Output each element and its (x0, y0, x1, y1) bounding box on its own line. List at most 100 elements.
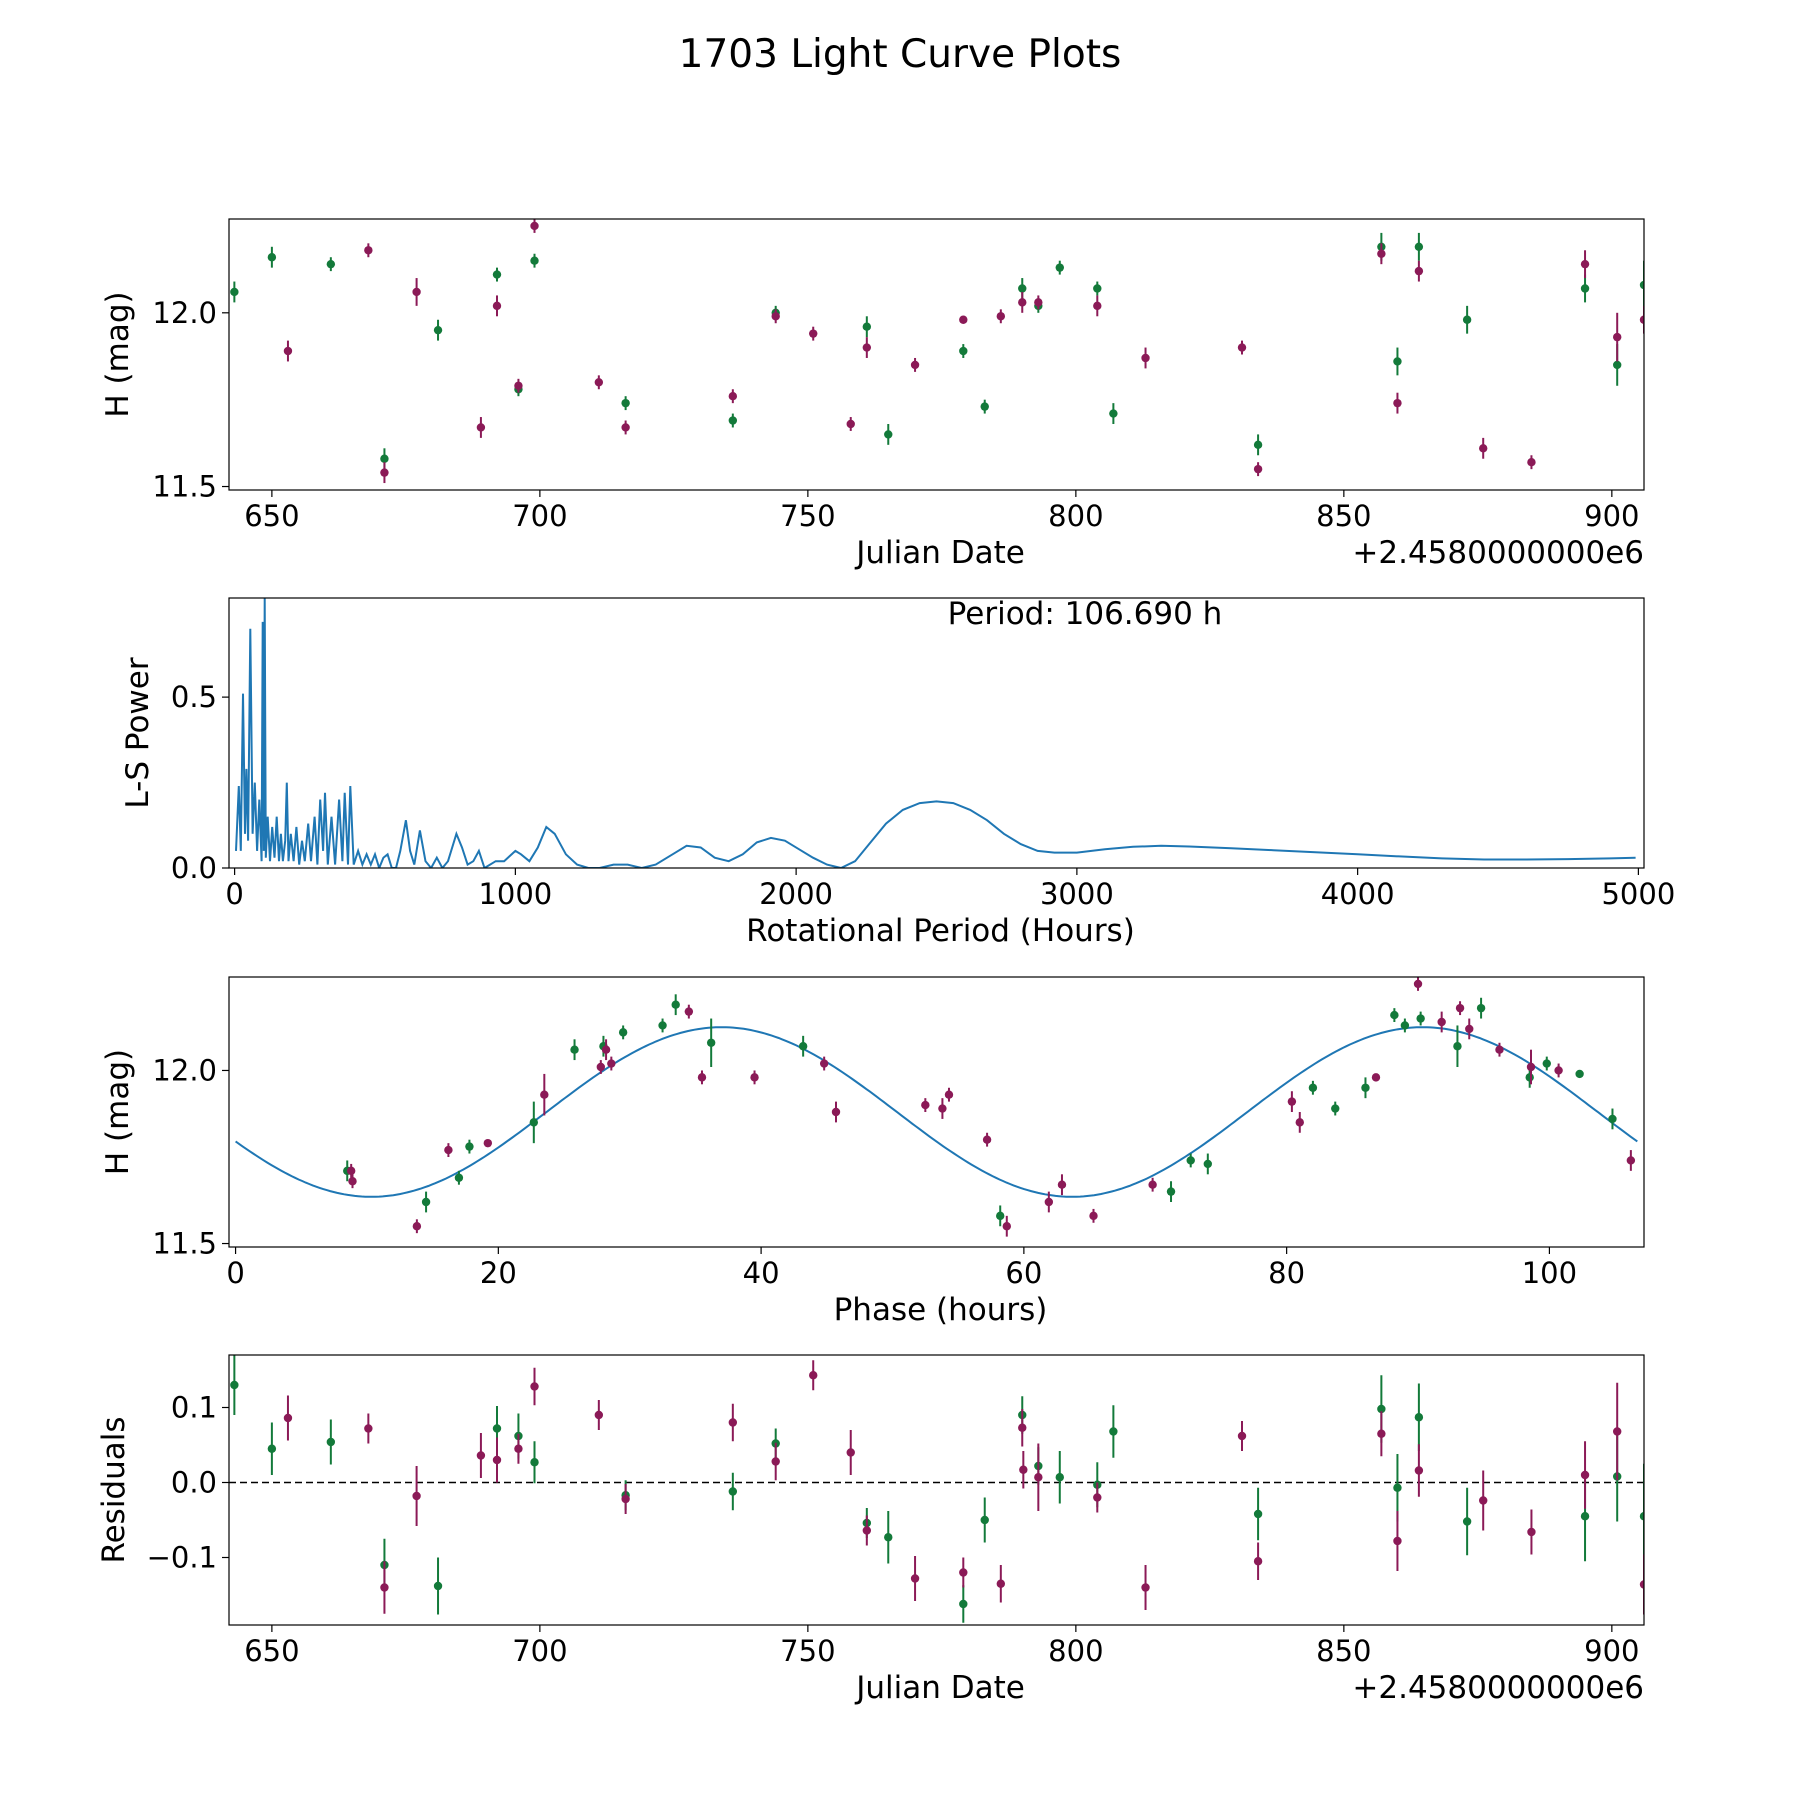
data-point-purple (380, 462, 389, 484)
marker (1295, 1118, 1304, 1127)
marker (1476, 1003, 1486, 1013)
data-point-purple (283, 340, 293, 362)
data-point-purple (728, 389, 738, 404)
marker (980, 402, 989, 411)
x-tick-label: 750 (780, 1634, 835, 1668)
x-tick-label: 750 (780, 499, 835, 533)
data-point-green (618, 1025, 628, 1040)
marker (1253, 1509, 1263, 1519)
marker (959, 315, 968, 324)
data-point-green (267, 246, 277, 268)
marker (465, 1142, 474, 1151)
data-point-purple (1371, 1073, 1381, 1082)
data-point-purple (530, 1367, 539, 1406)
marker (884, 430, 893, 439)
marker (771, 312, 780, 321)
marker (846, 1448, 855, 1457)
data-point-purple (1018, 291, 1027, 313)
marker (1089, 1211, 1098, 1221)
data-point-purple (1393, 392, 1402, 414)
data-point-purple (1414, 260, 1424, 282)
figure-title: 1703 Light Curve Plots (679, 32, 1122, 77)
data-point-purple (1237, 340, 1247, 355)
y-axis-label: L-S Power (120, 657, 156, 808)
periodogram-line (235, 598, 1636, 868)
data-point-green (267, 1422, 277, 1475)
data-point-purple (938, 1098, 947, 1119)
marker (798, 1042, 808, 1051)
x-tick-label: 60 (1005, 1256, 1042, 1290)
data-point-purple (412, 278, 421, 306)
marker (594, 1410, 604, 1420)
subplot-lightcurve: 650 700 750 800 850 900 11.5 12.0 Julian Date H (… (100, 218, 1645, 571)
data-point-purple (1465, 1018, 1474, 1040)
marker (1613, 1427, 1622, 1436)
data-point-green (433, 1557, 443, 1615)
marker (1554, 1066, 1563, 1075)
x-tick-label: 650 (244, 1634, 299, 1668)
marker (1495, 1045, 1504, 1054)
data-point-green (862, 316, 872, 338)
data-point-purple (846, 417, 855, 431)
marker (380, 454, 389, 463)
data-point-purple (1287, 1091, 1297, 1112)
data-point-green (798, 1035, 808, 1057)
y-tick-label: 11.5 (152, 1227, 217, 1261)
data-point-purple (750, 1070, 759, 1085)
marker (596, 1062, 606, 1072)
marker (230, 1380, 239, 1390)
data-point-green (465, 1139, 474, 1154)
y-tick-label: 0.5 (171, 680, 217, 714)
data-point-purple (809, 1360, 818, 1391)
marker (1455, 1003, 1465, 1013)
marker (346, 1166, 356, 1176)
data-point-purple (1613, 1382, 1622, 1481)
marker (421, 1197, 431, 1207)
marker (1626, 1156, 1636, 1165)
marker (492, 1424, 502, 1433)
data-point-purple (621, 1484, 630, 1514)
data-point-purple (1393, 1511, 1402, 1571)
x-offset-text: +2.4580000000e6 (1352, 535, 1644, 571)
plot-area (235, 598, 1636, 868)
x-tick-label: 1000 (478, 877, 552, 911)
marker (1237, 343, 1247, 352)
marker (1109, 409, 1118, 418)
data-point-purple (910, 357, 920, 372)
marker (1580, 259, 1590, 269)
marker (1580, 284, 1590, 293)
data-point-purple (483, 1138, 493, 1148)
data-point-purple (771, 309, 780, 324)
marker (862, 343, 872, 352)
marker (514, 381, 523, 390)
marker (862, 1526, 872, 1535)
data-point-purple (862, 1515, 872, 1546)
marker (771, 1457, 780, 1466)
data-point-purple (1018, 1409, 1027, 1447)
marker (1639, 280, 1644, 290)
marker (1141, 353, 1150, 363)
data-point-green (1361, 1077, 1370, 1099)
marker (492, 270, 502, 279)
data-point-purple (771, 1442, 780, 1481)
marker (492, 301, 502, 311)
marker (910, 1574, 920, 1583)
y-tick-label: 0.0 (171, 1466, 217, 1500)
data-point-green (230, 281, 239, 303)
data-point-purple (809, 326, 818, 341)
data-point-green (1639, 1463, 1644, 1569)
marker (1093, 1493, 1102, 1502)
data-point-green (728, 1472, 738, 1511)
marker (529, 1118, 539, 1127)
data-point-purple (601, 1039, 611, 1061)
data-point-purple (1413, 977, 1423, 991)
data-point-green (1400, 1018, 1410, 1033)
marker (1414, 1466, 1424, 1475)
marker (1580, 1470, 1590, 1480)
data-point-green (1253, 434, 1263, 456)
marker (1393, 1536, 1402, 1546)
marker (267, 253, 277, 262)
data-point-purple (1141, 347, 1150, 369)
marker (1055, 1473, 1064, 1482)
marker (1057, 1180, 1067, 1189)
